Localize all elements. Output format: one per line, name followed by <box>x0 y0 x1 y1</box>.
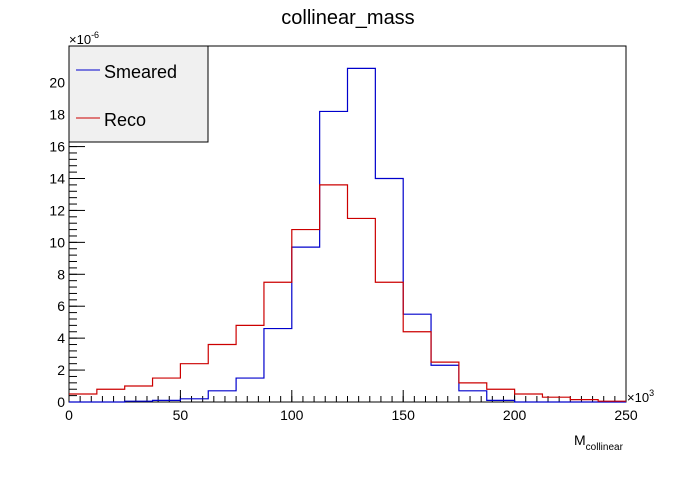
y-tick-label: 20 <box>49 75 65 91</box>
series-smeared-step-line <box>69 67 626 403</box>
x-tick-label: 100 <box>280 407 304 423</box>
y-tick-label: 18 <box>49 107 65 123</box>
y-axis: 0 2 4 6 8 10 12 14 16 18 20 <box>49 50 85 410</box>
legend-box <box>68 45 209 143</box>
x-tick-label: 200 <box>503 407 527 423</box>
x-tick-label: 150 <box>392 407 416 423</box>
series-layer <box>69 67 626 403</box>
x-multiplier: ×103 <box>627 388 654 405</box>
legend-label-smeared: Smeared <box>104 62 177 82</box>
y-multiplier-exponent: -6 <box>91 30 99 40</box>
y-tick-label: 10 <box>49 234 65 250</box>
x-tick-label: 0 <box>65 407 73 423</box>
x-tick-label: 250 <box>614 407 638 423</box>
y-tick-label: 4 <box>57 330 65 346</box>
y-tick-label: 2 <box>57 362 65 378</box>
y-multiplier: ×10-6 <box>69 30 99 47</box>
x-axis-label-subscript: collinear <box>586 442 624 453</box>
y-tick-label: 6 <box>57 298 65 314</box>
x-axis-label: Mcollinear <box>574 432 624 453</box>
series-reco-step-line <box>69 184 626 402</box>
x-tick-label: 50 <box>173 407 189 423</box>
legend-label-reco: Reco <box>104 110 146 130</box>
chart-title: collinear_mass <box>281 7 414 29</box>
x-multiplier-exponent: 3 <box>649 388 654 398</box>
x-axis: 0 50 100 150 200 250 <box>65 390 638 423</box>
legend: Smeared Reco <box>68 45 209 143</box>
y-tick-label: 16 <box>49 139 65 155</box>
y-tick-label: 12 <box>49 202 65 218</box>
x-multiplier-base: ×10 <box>627 390 649 405</box>
y-tick-label: 0 <box>57 394 65 410</box>
y-tick-label: 8 <box>57 266 65 282</box>
y-multiplier-base: ×10 <box>69 32 91 47</box>
x-axis-label-main: M <box>574 432 586 448</box>
y-tick-label: 14 <box>49 171 65 187</box>
